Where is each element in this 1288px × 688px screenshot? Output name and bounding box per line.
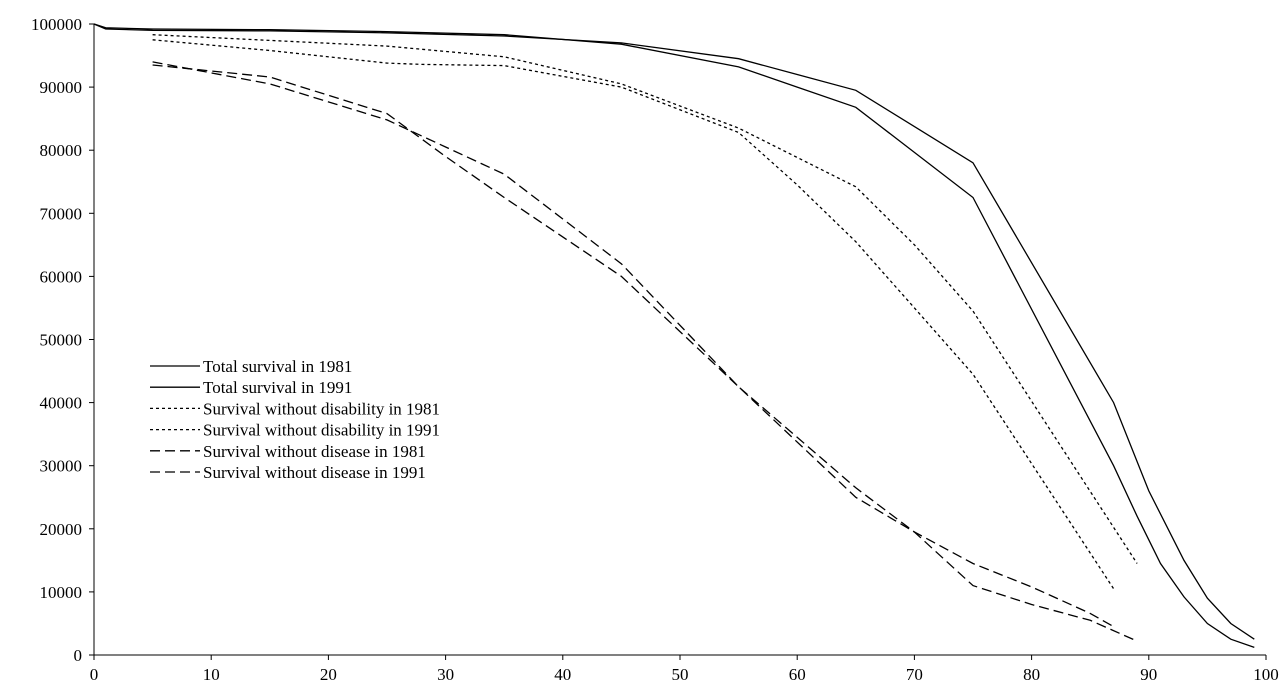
- y-tick-label: 90000: [40, 78, 83, 97]
- legend-label: Survival without disability in 1991: [203, 421, 440, 440]
- legend-label: Survival without disability in 1981: [203, 399, 440, 418]
- y-tick-label: 60000: [40, 267, 83, 286]
- series-layer: [93, 23, 1255, 649]
- x-tick-label: 0: [90, 665, 99, 684]
- series-line-4: [152, 34, 1138, 564]
- series-line-3: [152, 39, 1115, 590]
- axes: 0 10000 20000 30000 40000 50000 60000 70000 8000…: [31, 15, 1279, 684]
- series-line-1: [93, 23, 1255, 640]
- x-tick-label: 60: [789, 665, 806, 684]
- y-tick-label: 50000: [40, 331, 83, 350]
- legend-label: Total survival in 1981: [203, 357, 352, 376]
- x-tick-label: 40: [554, 665, 571, 684]
- x-tick-label: 10: [203, 665, 220, 684]
- legend-label: Survival without disease in 1991: [203, 463, 426, 482]
- x-tick-label: 90: [1140, 665, 1157, 684]
- series-line-6: [152, 61, 1114, 628]
- x-tick-label: 70: [906, 665, 923, 684]
- y-tick-label: 40000: [40, 394, 83, 413]
- x-tick-label: 80: [1023, 665, 1040, 684]
- y-tick-label: 80000: [40, 141, 83, 160]
- y-tick-label: 30000: [40, 457, 83, 476]
- legend-label: Total survival in 1991: [203, 378, 352, 397]
- series-line-2: [93, 23, 1255, 649]
- legend-label: Survival without disease in 1981: [203, 442, 426, 461]
- legend: Total survival in 1981 Total survival in …: [150, 357, 440, 482]
- y-tick-label: 20000: [40, 520, 83, 539]
- series-line-5: [152, 64, 1138, 642]
- y-tick-label: 0: [74, 646, 83, 665]
- x-tick-label: 100: [1253, 665, 1279, 684]
- x-tick-label: 30: [437, 665, 454, 684]
- x-tick-label: 50: [672, 665, 689, 684]
- y-tick-label: 100000: [31, 15, 82, 34]
- y-tick-label: 10000: [40, 583, 83, 602]
- y-tick-label: 70000: [40, 204, 83, 223]
- x-tick-label: 20: [320, 665, 337, 684]
